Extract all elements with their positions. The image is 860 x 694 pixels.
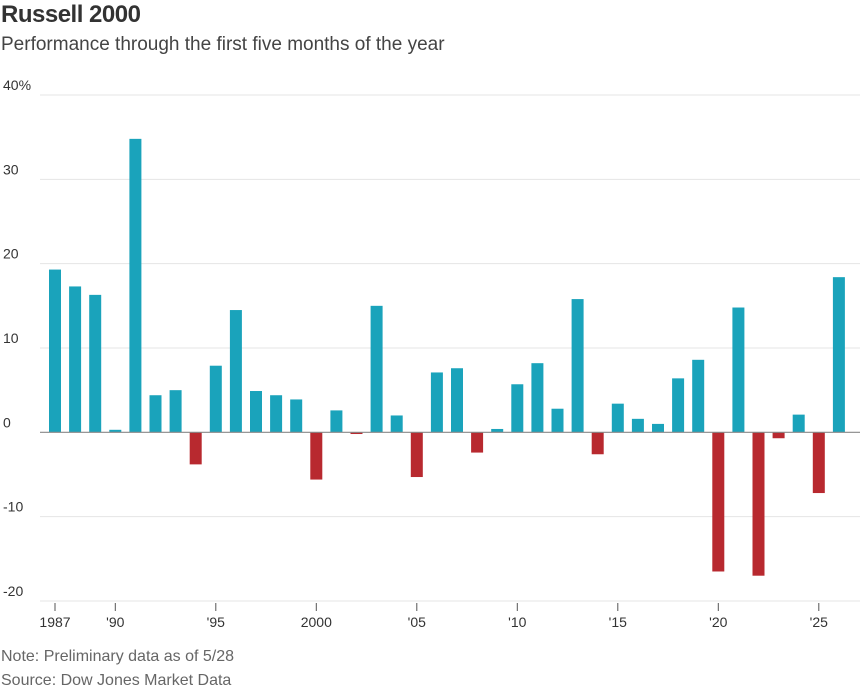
bar-2002: [350, 432, 363, 435]
bar-2003: [370, 305, 383, 433]
bar-1995: [209, 365, 222, 433]
bar-1993: [169, 390, 182, 433]
bar-2010: [511, 384, 524, 433]
bar-2009: [491, 428, 504, 433]
x-tick-label: '20: [709, 614, 727, 630]
bar-1994: [189, 432, 202, 465]
bar-1990: [109, 429, 122, 433]
y-tick-label: 10: [3, 330, 19, 346]
y-tick-label: 30: [3, 161, 19, 177]
bar-1989: [89, 294, 102, 433]
bar-1998: [270, 395, 283, 433]
bar-2022: [752, 432, 765, 576]
x-tick-label: '15: [609, 614, 627, 630]
bar-2026: [832, 277, 845, 433]
bar-2025: [812, 432, 825, 494]
bars: [49, 138, 845, 576]
bar-1987: [49, 269, 61, 433]
axes: 40% 30 20 10 0 -10 -20 1987 '90 '95 2000 '05 '10 '15 '…: [3, 77, 860, 630]
bar-1997: [250, 391, 262, 433]
chart-title: Russell 2000: [1, 1, 141, 28]
bar-1999: [290, 399, 303, 433]
bar-2004: [390, 415, 403, 433]
bar-2020: [712, 432, 725, 572]
bar-2023: [772, 432, 785, 439]
bar-2000: [310, 432, 323, 480]
chart-source: Source: Dow Jones Market Data: [1, 672, 232, 689]
bar-2001: [330, 410, 343, 433]
chart-note: Note: Preliminary data as of 5/28: [1, 648, 235, 665]
bar-2006: [430, 372, 443, 433]
bar-2012: [551, 408, 564, 433]
bar-2007: [451, 368, 463, 433]
bar-2016: [631, 418, 644, 433]
bar-1996: [229, 310, 242, 433]
y-tick-label: -10: [3, 499, 23, 515]
bar-2021: [732, 307, 745, 433]
x-tick-label: '95: [207, 614, 225, 630]
x-tick-label: 1987: [39, 614, 70, 630]
x-tick-label: '10: [508, 614, 526, 630]
x-tick-label: '90: [106, 614, 124, 630]
bar-2014: [591, 432, 604, 455]
x-tick-label: 2000: [301, 614, 332, 630]
y-tick-label: 0: [3, 414, 11, 430]
bar-2018: [672, 378, 685, 433]
chart-subtitle: Performance through the first five month…: [1, 34, 445, 55]
bar-2019: [692, 359, 705, 433]
x-tick-label: '25: [810, 614, 828, 630]
y-tick-label: 40%: [3, 77, 31, 93]
bar-1988: [69, 286, 82, 433]
bar-2024: [792, 414, 805, 433]
bar-2005: [410, 432, 423, 478]
bar-2013: [571, 299, 584, 433]
bar-2011: [531, 363, 544, 433]
bar-2015: [611, 403, 624, 433]
bar-1992: [149, 395, 162, 433]
y-tick-label: 20: [3, 246, 19, 262]
y-tick-label: -20: [3, 583, 23, 599]
bar-2008: [471, 432, 484, 453]
gridlines: [40, 94, 860, 602]
bar-2017: [652, 423, 664, 433]
x-tick-label: '05: [408, 614, 426, 630]
bar-1991: [129, 138, 142, 433]
